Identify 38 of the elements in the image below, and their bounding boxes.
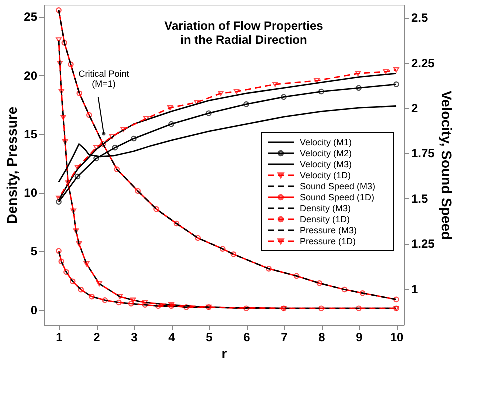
x-axis-title: r: [222, 346, 228, 362]
y-tick-label: 25: [24, 10, 38, 24]
legend-label: Velocity (M1): [300, 138, 352, 148]
legend-label: Density (1D): [300, 214, 350, 224]
x-tick-label: 7: [281, 330, 288, 344]
legend-label: Pressure (M3): [300, 226, 358, 236]
legend-label: Density (M3): [300, 204, 352, 214]
x-tick-label: 2: [94, 330, 101, 344]
legend-label: Pressure (1D): [300, 236, 356, 246]
legend-label: Velocity (M3): [300, 160, 352, 170]
y-tick-label: 0: [30, 303, 38, 318]
y2-tick-label: 1.5: [412, 192, 429, 206]
y2-tick-label: 2.5: [412, 11, 429, 26]
legend-label: Velocity (M2): [300, 148, 352, 158]
y-tick-label: 10: [24, 186, 38, 200]
y-tick-label: 5: [30, 244, 38, 259]
x-tick-label: 4: [168, 330, 176, 344]
y2-tick-label: 2: [412, 102, 418, 116]
annotation: Critical Point (M=1): [78, 68, 130, 89]
x-tick-label: 5: [206, 330, 214, 344]
legend-label: Velocity (1D): [300, 170, 352, 180]
legend-label: Sound Speed (1D): [300, 192, 375, 202]
y-axis-title: Density, Pressure: [4, 106, 20, 224]
y2-tick-label: 1: [412, 282, 418, 296]
x-tick-label: 8: [318, 330, 326, 344]
legend-label: Sound Speed (M3): [300, 182, 376, 192]
x-tick-label: 10: [390, 330, 404, 344]
text: Variation of Flow Properties in the Radial Direction: [164, 19, 324, 47]
x-tick-label: 3: [131, 330, 138, 344]
y2-tick-label: 2.25: [412, 56, 436, 70]
y2-tick-label: 1.75: [412, 146, 436, 161]
y2-axis-title: Velocity, Sound Speed: [438, 90, 455, 240]
y2-tick-label: 1.25: [412, 237, 436, 252]
x-tick-label: 9: [356, 330, 364, 344]
x-tick-label: 1: [56, 330, 64, 344]
y-tick-label: 20: [24, 68, 38, 83]
y-tick-label: 15: [24, 127, 38, 142]
x-tick-label: 6: [244, 330, 251, 344]
